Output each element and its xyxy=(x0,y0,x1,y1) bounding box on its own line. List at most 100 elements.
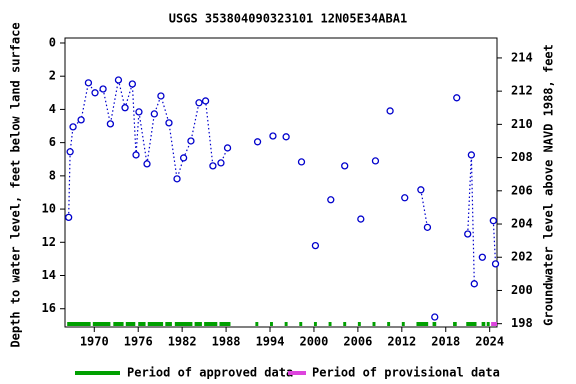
data-point xyxy=(150,110,158,118)
y2-axis-label: Groundwater level above NAVD 1988, feet xyxy=(542,44,556,326)
data-point xyxy=(423,223,432,231)
data-point xyxy=(223,144,232,152)
data-point xyxy=(65,213,73,222)
period-bar xyxy=(270,322,273,326)
period-bar xyxy=(204,322,218,326)
period-bar xyxy=(416,322,429,326)
data-point xyxy=(66,148,74,156)
data-point xyxy=(327,196,335,204)
data-point xyxy=(128,80,137,88)
data-point xyxy=(478,253,487,261)
data-point xyxy=(143,160,151,168)
period-bar xyxy=(165,322,172,326)
data-point xyxy=(297,158,306,166)
data-point xyxy=(217,159,225,167)
period-bar xyxy=(92,322,111,326)
data-point xyxy=(489,217,497,225)
data-point xyxy=(179,154,188,162)
data-point xyxy=(106,120,115,128)
period-bar xyxy=(372,322,376,326)
period-bar xyxy=(138,322,146,326)
y-tick-label: 12 xyxy=(42,235,56,249)
data-point xyxy=(91,89,99,97)
series-line xyxy=(492,220,497,264)
y2-tick-label: 212 xyxy=(511,84,533,98)
data-point xyxy=(417,186,425,194)
data-point xyxy=(114,76,123,84)
period-bar xyxy=(357,322,361,326)
data-point xyxy=(195,99,203,107)
x-tick-label: 1982 xyxy=(168,335,197,349)
period-bar xyxy=(481,322,486,326)
y-tick-label: 16 xyxy=(42,301,56,315)
data-point xyxy=(282,133,290,141)
x-tick-label: 2024 xyxy=(475,335,504,349)
x-tick-label: 1994 xyxy=(256,335,285,349)
period-bar xyxy=(284,322,288,326)
legend-label: Period of approved data xyxy=(127,366,293,380)
data-point xyxy=(386,107,394,115)
data-point xyxy=(467,151,476,159)
period-bar xyxy=(67,322,91,326)
y2-tick-label: 200 xyxy=(511,283,533,297)
data-point xyxy=(157,92,165,100)
data-point xyxy=(464,230,472,238)
period-bar xyxy=(255,322,259,326)
period-bar xyxy=(194,322,202,326)
period-bar xyxy=(453,322,457,326)
x-tick-label: 2012 xyxy=(387,335,416,349)
x-tick-label: 1988 xyxy=(212,335,241,349)
data-point xyxy=(453,94,461,102)
data-point xyxy=(173,175,181,183)
data-point xyxy=(84,79,93,87)
period-bar xyxy=(387,322,391,326)
series-line xyxy=(467,154,475,284)
data-point xyxy=(470,280,478,288)
y-axis-label: Depth to water level, feet below land su… xyxy=(9,22,23,347)
y-tick-label: 6 xyxy=(49,135,56,149)
data-point xyxy=(69,123,77,131)
data-point xyxy=(209,162,217,170)
y-tick-label: 10 xyxy=(42,202,56,216)
y-tick-label: 14 xyxy=(42,268,56,282)
data-point xyxy=(357,215,365,223)
period-bar xyxy=(466,322,477,326)
data-point xyxy=(201,97,210,105)
y-tick-label: 0 xyxy=(49,35,56,49)
period-bar xyxy=(125,322,136,326)
period-bar xyxy=(491,322,497,326)
period-bar xyxy=(313,322,317,326)
period-bar xyxy=(219,322,231,326)
x-tick-label: 2006 xyxy=(343,335,372,349)
data-point xyxy=(132,151,140,159)
x-tick-label: 2000 xyxy=(299,335,328,349)
y2-tick-label: 210 xyxy=(511,117,533,131)
data-point xyxy=(77,116,85,124)
x-tick-label: 2018 xyxy=(431,335,460,349)
y2-tick-label: 206 xyxy=(511,183,533,197)
y-tick-label: 2 xyxy=(49,69,56,83)
data-point xyxy=(135,108,143,116)
period-bar xyxy=(432,322,437,326)
period-bar xyxy=(343,322,347,326)
y2-tick-label: 204 xyxy=(511,217,533,231)
period-bar xyxy=(328,322,332,326)
data-point xyxy=(253,138,262,146)
period-bar xyxy=(401,322,405,326)
data-point xyxy=(401,194,409,202)
data-point xyxy=(371,157,380,165)
x-tick-label: 1976 xyxy=(124,335,153,349)
period-bar xyxy=(299,322,303,326)
period-bar xyxy=(113,322,124,326)
plot-frame xyxy=(64,37,498,328)
data-point xyxy=(121,104,129,112)
data-point xyxy=(341,162,349,170)
data-point xyxy=(99,85,107,93)
legend-label: Period of provisional data xyxy=(312,366,500,380)
data-point xyxy=(311,241,320,250)
data-point xyxy=(165,119,173,127)
period-bar xyxy=(486,322,490,326)
period-bar xyxy=(174,322,193,326)
data-point xyxy=(187,137,195,145)
